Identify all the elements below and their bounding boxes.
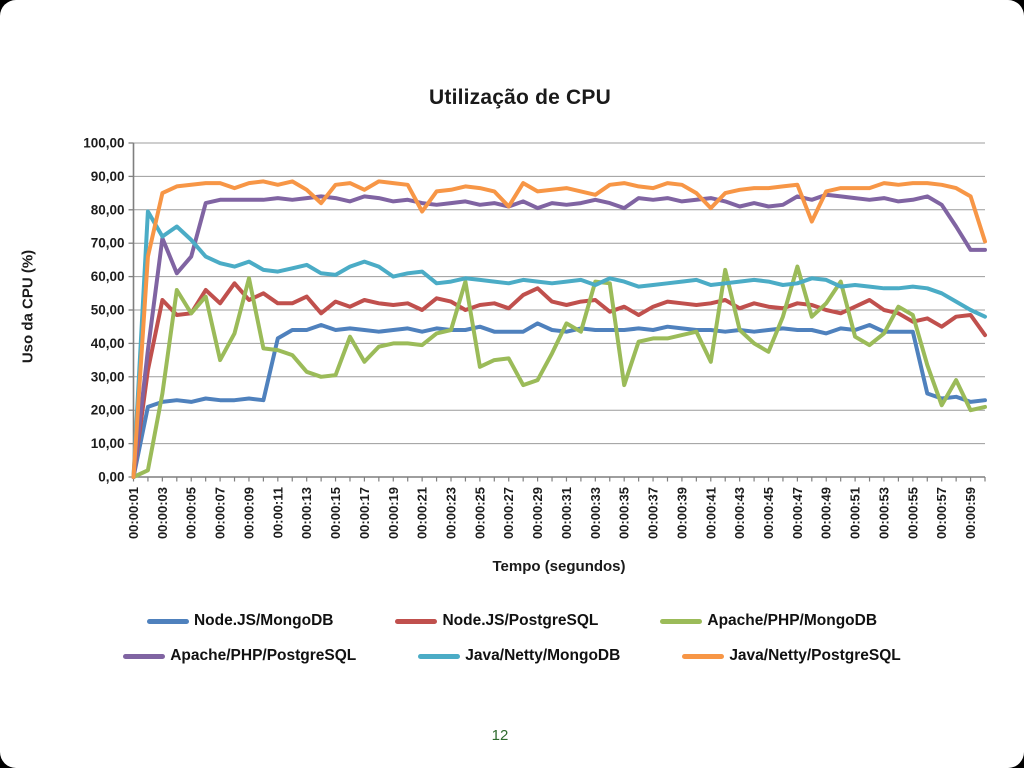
y-tick-label: 50,00 <box>91 303 125 318</box>
x-tick-label: 00:00:05 <box>184 487 199 539</box>
x-tick-label: 00:00:21 <box>415 487 430 539</box>
x-tick-label: 00:00:57 <box>934 487 949 539</box>
x-tick-label: 00:00:23 <box>444 487 459 539</box>
x-tick-label: 00:00:59 <box>963 487 978 539</box>
series-line-apache-php-postgresql <box>131 192 987 479</box>
series-line-node-js-postgresql <box>131 281 987 479</box>
legend-item-apache-php-mongodb: Apache/PHP/MongoDB <box>660 612 877 630</box>
legend-row: Apache/PHP/PostgreSQL Java/Netty/MongoDB J… <box>123 647 901 665</box>
legend-item-node-js-mongodb: Node.JS/MongoDB <box>146 612 334 630</box>
y-tick-label: 40,00 <box>91 336 125 351</box>
x-tick-label: 00:00:13 <box>299 487 314 539</box>
series-line-java-netty-mongodb <box>131 209 987 479</box>
y-tick-label: 70,00 <box>91 236 125 251</box>
y-tick-label: 0,00 <box>98 470 124 485</box>
legend-swatch-apache-php-mongodb <box>660 618 703 624</box>
legend-swatch-java-netty-mongodb <box>418 653 461 659</box>
x-tick-label: 00:00:27 <box>501 487 516 539</box>
legend-label: Node.JS/MongoDB <box>193 612 334 629</box>
x-tick-label: 00:00:01 <box>126 487 141 539</box>
x-tick-label: 00:00:49 <box>819 487 834 539</box>
y-tick-label: 60,00 <box>91 269 125 284</box>
x-tick-label: 00:00:51 <box>848 487 863 539</box>
x-tick-label: 00:00:11 <box>270 487 285 538</box>
y-tick-label: 10,00 <box>91 436 125 451</box>
legend-item-node-js-postgresql: Node.JS/PostgreSQL <box>395 612 598 630</box>
chart-title: Utilização de CPU <box>429 86 611 109</box>
y-tick-label: 20,00 <box>91 403 125 418</box>
x-tick-label: 00:00:35 <box>617 487 632 539</box>
legend-label: Apache/PHP/PostgreSQL <box>170 647 357 664</box>
legend-swatch-java-netty-postgresql <box>682 653 725 659</box>
cpu-usage-line-chart: 0,00 10,00 20,00 30,00 40,00 50,00 60,00 70,00 8… <box>83 136 987 539</box>
legend-item-java-netty-mongodb: Java/Netty/MongoDB <box>418 647 620 665</box>
x-tick-label: 00:00:09 <box>241 487 256 539</box>
x-tick-label: 00:00:43 <box>732 487 747 539</box>
x-tick-label: 00:00:25 <box>472 487 487 539</box>
legend-label: Java/Netty/MongoDB <box>465 647 621 664</box>
legend-swatch-node-js-postgresql <box>395 618 438 624</box>
legend-row: Node.JS/MongoDB Node.JS/PostgreSQL Apache/… <box>146 612 877 630</box>
legend-label: Node.JS/PostgreSQL <box>442 612 599 629</box>
x-tick-label: 00:00:45 <box>761 487 776 539</box>
series-line-java-netty-postgresql <box>131 179 987 479</box>
x-tick-label: 00:00:31 <box>559 487 574 539</box>
x-tick-label: 00:00:07 <box>213 487 228 539</box>
legend-label: Apache/PHP/MongoDB <box>707 612 878 629</box>
series-line-apache-php-mongodb <box>131 264 987 479</box>
chart-legend: Node.JS/MongoDB Node.JS/PostgreSQL Apache/… <box>0 612 1024 665</box>
x-tick-label: 00:00:55 <box>905 487 920 539</box>
y-tick-label: 30,00 <box>91 369 125 384</box>
legend-item-java-netty-postgresql: Java/Netty/PostgreSQL <box>682 647 901 665</box>
x-tick-label: 00:00:39 <box>674 487 689 539</box>
x-tick-label: 00:00:41 <box>703 487 718 539</box>
legend-label: Java/Netty/PostgreSQL <box>729 647 901 664</box>
x-tick-label: 00:00:47 <box>790 487 805 539</box>
x-tick-label: 00:00:53 <box>876 487 891 539</box>
page-number: 12 <box>491 727 509 744</box>
y-tick-label: 90,00 <box>91 169 125 184</box>
x-axis-title: Tempo (segundos) <box>492 558 626 575</box>
x-tick-label: 00:00:33 <box>588 487 603 539</box>
x-tick-label: 00:00:29 <box>530 487 545 539</box>
x-tick-label: 00:00:15 <box>328 487 343 539</box>
legend-item-apache-php-postgresql: Apache/PHP/PostgreSQL <box>123 647 356 665</box>
x-tick-label: 00:00:17 <box>357 487 372 539</box>
legend-swatch-node-js-mongodb <box>146 618 189 624</box>
y-tick-label: 80,00 <box>91 202 125 217</box>
x-tick-label: 00:00:19 <box>386 487 401 539</box>
legend-swatch-apache-php-postgresql <box>123 653 166 659</box>
y-tick-label: 100,00 <box>83 136 124 151</box>
x-tick-label: 00:00:03 <box>155 487 170 539</box>
x-tick-label: 00:00:37 <box>646 487 661 539</box>
